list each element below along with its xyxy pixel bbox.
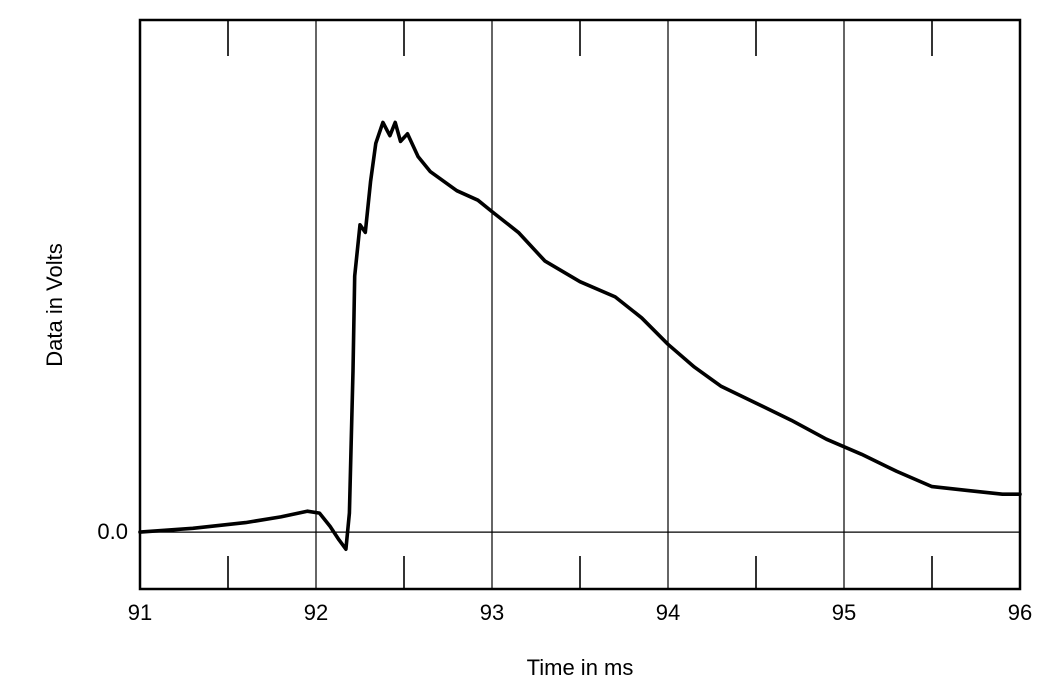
x-axis-label: Time in ms <box>527 655 634 680</box>
series-line-0 <box>138 120 1022 551</box>
y-axis-label: Data in Volts <box>42 243 67 367</box>
plot-frame <box>138 18 1022 591</box>
x-tick-label-1: 92 <box>304 600 328 625</box>
x-tick-labels: 91 92 93 94 95 96 <box>128 600 1032 625</box>
y-tick-label-0: 0.0 <box>97 519 128 544</box>
x-tick-label-0: 91 <box>128 600 152 625</box>
y-tick-labels: 0.0 <box>97 519 128 544</box>
x-tick-label-5: 96 <box>1008 600 1032 625</box>
tick-marks <box>227 20 933 589</box>
series-layer <box>138 120 1022 551</box>
x-tick-label-3: 94 <box>656 600 680 625</box>
x-tick-label-2: 93 <box>480 600 504 625</box>
grid <box>315 20 845 589</box>
x-tick-label-4: 95 <box>832 600 856 625</box>
